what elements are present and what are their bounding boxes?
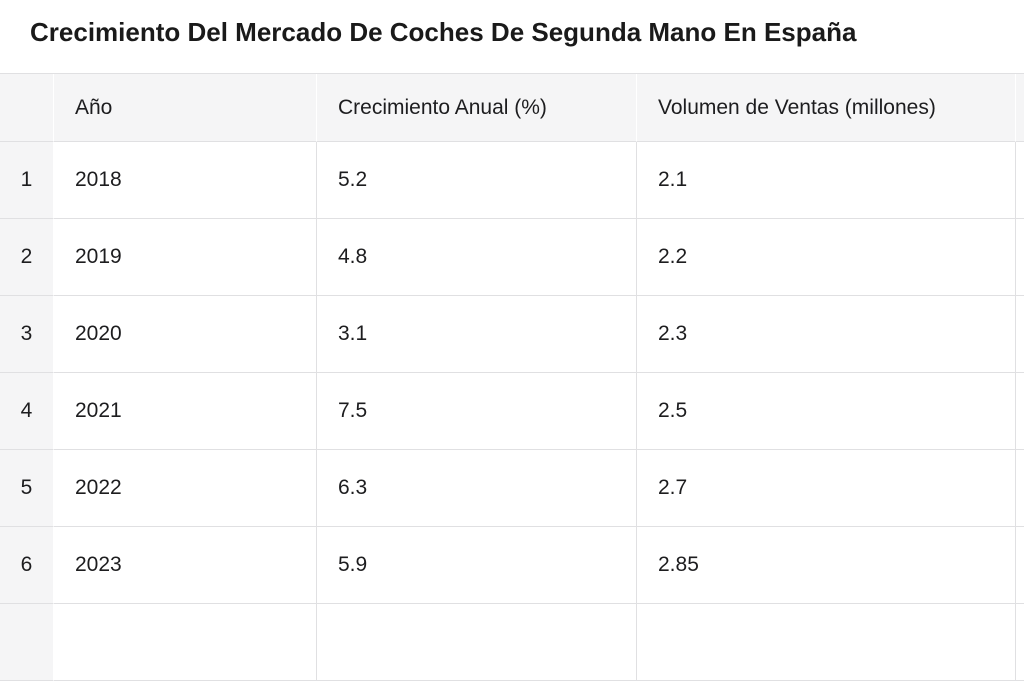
table-cell-crecimiento: 3.1 — [317, 296, 637, 373]
table-cell-crecimiento: 5.2 — [317, 142, 637, 219]
row-index-cell: 4 — [0, 373, 54, 450]
table-cell-crecimiento: 7.5 — [317, 373, 637, 450]
table-cell-crecimiento — [317, 604, 637, 681]
column-header-volumen-ventas: Volumen de Ventas (millones) — [637, 74, 1016, 142]
row-index-cell: 6 — [0, 527, 54, 604]
table-cell-volumen: 2.5 — [637, 373, 1016, 450]
table-cell-overflow-stub — [1016, 373, 1024, 450]
table-cell-overflow-stub — [1016, 527, 1024, 604]
table-cell-ano: 2020 — [54, 296, 317, 373]
table-cell-crecimiento: 6.3 — [317, 450, 637, 527]
table-cell-volumen: 2.85 — [637, 527, 1016, 604]
table-cell-overflow-stub — [1016, 296, 1024, 373]
row-index-cell — [0, 604, 54, 681]
data-table: Año Crecimiento Anual (%) Volumen de Ven… — [0, 73, 1024, 681]
corner-cell — [0, 74, 54, 142]
table-cell-overflow-stub — [1016, 604, 1024, 681]
table-cell-volumen: 2.1 — [637, 142, 1016, 219]
table-cell-overflow-stub — [1016, 219, 1024, 296]
table-cell-overflow-stub — [1016, 142, 1024, 219]
column-header-crecimiento-anual: Crecimiento Anual (%) — [317, 74, 637, 142]
table-cell-volumen: 2.2 — [637, 219, 1016, 296]
table-cell-ano: 2021 — [54, 373, 317, 450]
row-index-cell: 1 — [0, 142, 54, 219]
table-cell-volumen: 2.7 — [637, 450, 1016, 527]
row-index-cell: 3 — [0, 296, 54, 373]
table-cell-overflow-stub — [1016, 450, 1024, 527]
table-cell-ano: 2023 — [54, 527, 317, 604]
row-index-cell: 5 — [0, 450, 54, 527]
table-cell-ano: 2022 — [54, 450, 317, 527]
table-cell-ano: 2018 — [54, 142, 317, 219]
table-cell-crecimiento: 4.8 — [317, 219, 637, 296]
column-header-ano: Año — [54, 74, 317, 142]
row-index-cell: 2 — [0, 219, 54, 296]
table-cell-volumen: 2.3 — [637, 296, 1016, 373]
page-title: Crecimiento Del Mercado De Coches De Seg… — [30, 17, 857, 47]
table-cell-ano: 2019 — [54, 219, 317, 296]
table-cell-ano — [54, 604, 317, 681]
table-cell-crecimiento: 5.9 — [317, 527, 637, 604]
table-cell-volumen — [637, 604, 1016, 681]
column-header-overflow-stub — [1016, 74, 1024, 142]
